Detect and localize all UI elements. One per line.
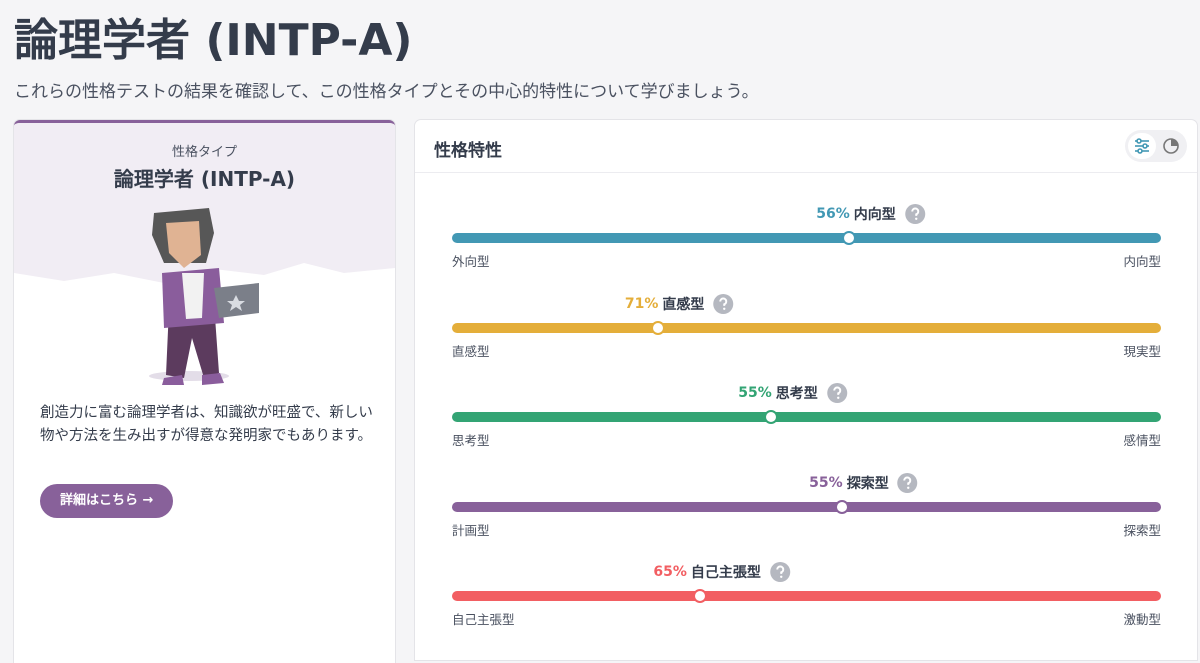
trait-row: 55% 思考型 思考型 感情型	[452, 383, 1161, 462]
trait-bar	[452, 322, 1161, 333]
trait-row: 65% 自己主張型 自己主張型 激動型	[452, 562, 1161, 641]
trait-percent: 71%	[624, 295, 659, 312]
view-toggle	[1125, 130, 1187, 162]
trait-heading: 55% 思考型	[738, 382, 848, 404]
pole-right: 現実型	[1123, 343, 1161, 359]
trait-percent: 65%	[653, 564, 687, 580]
divider	[415, 172, 1197, 173]
trait-row: 56% 内向型 外向型 内向型	[452, 204, 1161, 283]
trait-marker	[764, 410, 779, 424]
trait-name: 内向型	[853, 207, 896, 223]
help-icon[interactable]	[822, 382, 848, 404]
trait-bar	[452, 501, 1161, 512]
toggle-pie[interactable]	[1163, 138, 1179, 154]
traits-panel: 性格特性 56% 内向型 外向型 内向型 71% 直感型 直感型 現実型 55% 思考型 思考型 感情…	[415, 120, 1197, 660]
trait-percent: 55%	[738, 385, 772, 401]
trait-name: 思考型	[775, 386, 818, 402]
trait-row: 55% 探索型 計画型 探索型	[452, 472, 1161, 552]
help-icon[interactable]	[893, 472, 919, 494]
trait-marker	[650, 320, 665, 335]
help-icon[interactable]	[900, 203, 926, 225]
trait-heading: 55% 探索型	[809, 472, 919, 494]
trait-heading: 65% 自己主張型	[653, 561, 791, 583]
trait-row: 71% 直感型 直感型 現実型	[452, 293, 1161, 373]
trait-bar	[452, 233, 1161, 243]
more-button[interactable]: 詳細はこちら →	[40, 484, 174, 518]
pole-left: 外向型	[452, 254, 490, 269]
pole-right: 探索型	[1123, 522, 1161, 538]
pole-left: 思考型	[452, 433, 490, 448]
pole-left: 計画型	[452, 522, 490, 538]
pole-left: 直感型	[452, 343, 490, 359]
subtitle: これらの性格テストの結果を確認して、この性格タイプとその中心的特性について学びま…	[14, 82, 759, 102]
trait-marker	[693, 589, 708, 603]
help-icon[interactable]	[708, 293, 734, 315]
illustration	[14, 123, 395, 385]
trait-marker	[842, 231, 857, 245]
pole-left: 自己主張型	[452, 612, 515, 627]
trait-percent: 56%	[816, 206, 850, 222]
body: 論理学者 (INTP-A) これらの性格テストの結果を確認して、この性格タイプと…	[14, 15, 1197, 627]
pole-right: 激動型	[1123, 612, 1161, 627]
trait-bar	[452, 412, 1161, 422]
page: INTP-A {"header": {"title": "論理学者 (INTP-…	[14, 15, 1197, 627]
type-label: 性格タイプ	[171, 145, 237, 160]
toggle-icons	[1128, 133, 1179, 159]
type-card: 性格タイプ 論理学者 (INTP-A) 創造力に富む論理学者は、知識欲が旺盛で、…	[14, 120, 395, 663]
trait-heading: 71% 直感型	[625, 293, 735, 315]
trait-marker	[834, 499, 849, 514]
page-title: 論理学者 (INTP-A)	[14, 15, 413, 66]
trait-heading: 56% 内向型	[816, 203, 926, 225]
panel-title: 性格特性	[434, 141, 502, 161]
pole-right: 感情型	[1123, 433, 1161, 448]
trait-name: 直感型	[662, 296, 705, 313]
trait-percent: 55%	[809, 474, 843, 491]
type-name: 論理学者 (INTP-A)	[113, 167, 296, 191]
pole-right: 内向型	[1123, 254, 1161, 269]
trait-name: 自己主張型	[690, 565, 761, 581]
trait-name: 探索型	[846, 475, 889, 492]
help-icon[interactable]	[765, 561, 791, 583]
trait-bar	[452, 591, 1161, 601]
type-description: 創造力に富む論理学者は、知識欲が旺盛で、新しい物や方法を生み出すが得意な発明家で…	[40, 405, 373, 444]
